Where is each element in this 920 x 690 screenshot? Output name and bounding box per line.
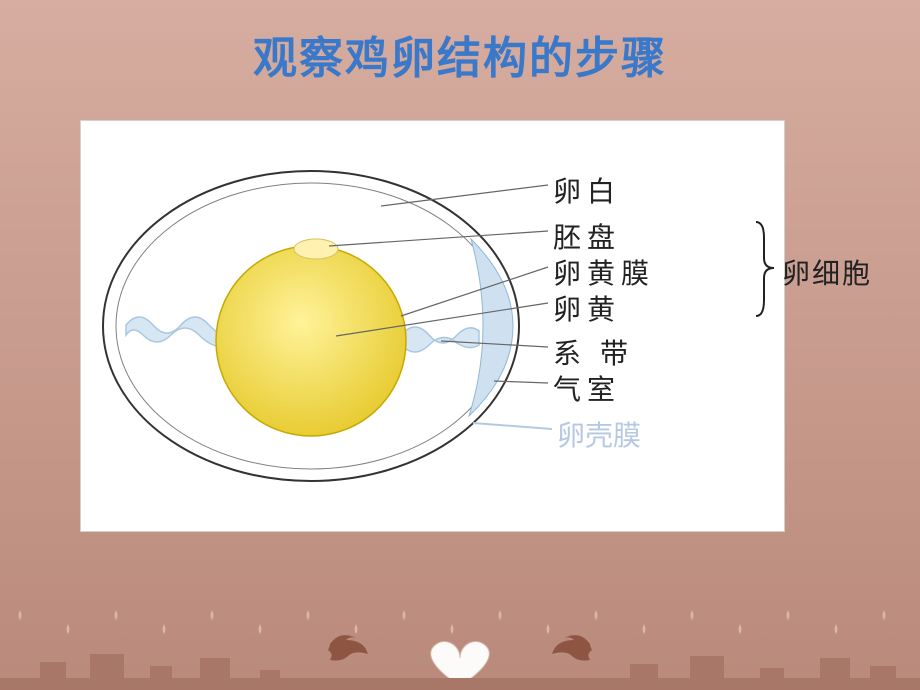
drop-icon: [19, 610, 22, 620]
drop-icon: [883, 610, 886, 620]
drop-icon: [787, 610, 790, 620]
egg-diagram: [81, 121, 784, 531]
egg-cell-label: 卵细胞: [782, 252, 872, 292]
germinal-disc: [294, 239, 338, 259]
diagram-frame: [80, 120, 785, 532]
drop-icon: [835, 624, 838, 634]
drop-icon: [259, 624, 262, 634]
bird-left-icon: [328, 635, 368, 660]
shell-membrane-label: 卵壳膜: [557, 414, 641, 454]
drop-icon: [643, 624, 646, 634]
bracket-icon: [752, 220, 776, 330]
label-chalaza: 系 带: [553, 332, 634, 372]
footer-decoration: [0, 600, 920, 690]
drop-icon: [67, 624, 70, 634]
drop-icon: [115, 610, 118, 620]
drop-icon: [355, 624, 358, 634]
label-air_cell: 气室: [553, 368, 621, 408]
drop-icon: [211, 610, 214, 620]
yolk: [216, 246, 406, 436]
drop-icon: [163, 624, 166, 634]
bird-right-icon: [552, 635, 592, 660]
drop-icon: [547, 624, 550, 634]
drop-icon: [499, 610, 502, 620]
drop-icon: [307, 610, 310, 620]
drop-icon: [739, 624, 742, 634]
drop-icon: [691, 610, 694, 620]
raindrops-icon: [19, 610, 886, 634]
label-yolk: 卵黄: [553, 288, 621, 328]
page-title: 观察鸡卵结构的步骤: [0, 22, 920, 86]
drop-icon: [403, 610, 406, 620]
label-albumen: 卵白: [553, 170, 621, 210]
label-yolk_membrane: 卵黄膜: [553, 252, 655, 292]
slide: 观察鸡卵结构的步骤: [0, 0, 920, 690]
drop-icon: [595, 610, 598, 620]
label-germ_disc: 胚盘: [553, 216, 621, 256]
drop-icon: [451, 624, 454, 634]
